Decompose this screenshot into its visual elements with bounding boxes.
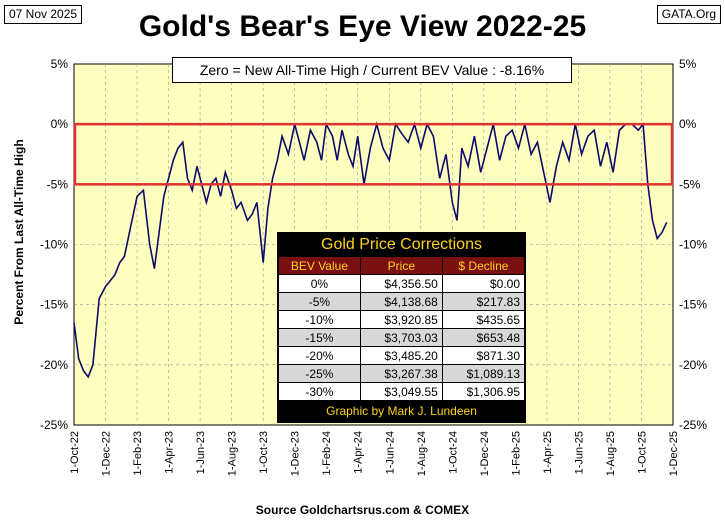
table-cell-price: $4,356.50: [359, 274, 443, 293]
x-tick-label: 1-Dec-25: [668, 431, 680, 476]
x-tick-label: 1-Feb-23: [132, 431, 144, 476]
table-cell-price: $3,485.20: [359, 346, 443, 365]
table-row: -20% $3,485.20 $871.30: [277, 346, 526, 365]
table-row: -15% $3,703.03 $653.48: [277, 328, 526, 347]
y-tick-label: 5%: [51, 57, 69, 71]
table-cell-decline: $1,089.13: [441, 364, 526, 383]
table-cell-price: $4,138.68: [359, 292, 443, 311]
x-tick-label: 1-Dec-22: [101, 431, 113, 476]
bev-zero-to-minus5-band: [73, 122, 674, 186]
x-tick-label: 1-Dec-24: [479, 431, 491, 476]
gold-price-corrections-table: Gold Price Corrections BEV Value Price $…: [277, 232, 526, 423]
x-tick-label: 1-Dec-23: [290, 431, 302, 476]
table-footer-credit: Graphic by Mark J. Lundeen: [277, 400, 526, 423]
x-tick-label: 1-Apr-24: [353, 431, 365, 474]
y-tick-label: -25%: [40, 418, 68, 432]
x-tick-label: 1-Feb-25: [510, 431, 522, 476]
date-label: 07 Nov 2025: [4, 5, 83, 24]
table-header-decline: $ Decline: [441, 256, 526, 275]
table-row: 0% $4,356.50 $0.00: [277, 274, 526, 293]
table-title: Gold Price Corrections: [277, 232, 526, 257]
x-tick-label: 1-Jun-24: [384, 431, 396, 474]
table-cell-bev: 0%: [277, 274, 361, 293]
table-cell-decline: $653.48: [441, 328, 526, 347]
table-cell-decline: $871.30: [441, 346, 526, 365]
y-tick-label: -15%: [40, 298, 68, 312]
source-footer: Source Goldchartsrus.com & COMEX: [255, 503, 470, 517]
y-tick-label: 0%: [679, 117, 697, 131]
x-tick-label: 1-Oct-22: [69, 431, 81, 474]
table-cell-decline: $435.65: [441, 310, 526, 329]
y-axis-label: Percent From Last All-Time High: [12, 139, 26, 325]
table-cell-bev: -10%: [277, 310, 361, 329]
x-tick-label: 1-Feb-24: [321, 431, 333, 476]
current-bev-info: Zero = New All-Time High / Current BEV V…: [172, 57, 572, 83]
x-tick-label: 1-Oct-23: [258, 431, 270, 474]
x-tick-label: 1-Aug-25: [605, 431, 617, 476]
y-tick-label: -15%: [679, 298, 707, 312]
x-tick-label: 1-Jun-23: [195, 431, 207, 474]
x-tick-label: 1-Aug-23: [227, 431, 239, 476]
y-tick-label: -10%: [679, 238, 707, 252]
x-tick-label: 1-Apr-25: [542, 431, 554, 474]
table-cell-decline: $0.00: [441, 274, 526, 293]
table-cell-price: $3,267.38: [359, 364, 443, 383]
chart-title: Gold's Bear's Eye View 2022-25: [138, 10, 587, 43]
table-cell-bev: -5%: [277, 292, 361, 311]
table-row: -25% $3,267.38 $1,089.13: [277, 364, 526, 383]
y-tick-label: 5%: [679, 57, 697, 71]
y-tick-label: -5%: [47, 177, 69, 191]
table-cell-decline: $217.83: [441, 292, 526, 311]
source-tag: GATA.Org: [656, 5, 721, 24]
x-tick-label: 1-Apr-23: [164, 431, 176, 474]
table-header-price: Price: [359, 256, 443, 275]
table-cell-price: $3,703.03: [359, 328, 443, 347]
x-tick-label: 1-Oct-25: [636, 431, 648, 474]
table-row: -5% $4,138.68 $217.83: [277, 292, 526, 311]
table-header-bev: BEV Value: [277, 256, 361, 275]
y-tick-label: -20%: [40, 358, 68, 372]
table-cell-bev: -30%: [277, 382, 361, 401]
table-row: -30% $3,049.55 $1,306.95: [277, 382, 526, 401]
table-cell-bev: -20%: [277, 346, 361, 365]
table-cell-bev: -15%: [277, 328, 361, 347]
table-cell-decline: $1,306.95: [441, 382, 526, 401]
table-cell-bev: -25%: [277, 364, 361, 383]
x-tick-label: 1-Oct-24: [447, 431, 459, 474]
y-tick-label: -20%: [679, 358, 707, 372]
table-row: -10% $3,920.85 $435.65: [277, 310, 526, 329]
table-cell-price: $3,920.85: [359, 310, 443, 329]
table-cell-price: $3,049.55: [359, 382, 443, 401]
x-tick-label: 1-Aug-24: [416, 431, 428, 476]
y-tick-label: 0%: [51, 117, 69, 131]
y-tick-label: -10%: [40, 238, 68, 252]
y-tick-label: -25%: [679, 418, 707, 432]
y-tick-label: -5%: [679, 177, 701, 191]
x-tick-label: 1-Jun-25: [573, 431, 585, 474]
